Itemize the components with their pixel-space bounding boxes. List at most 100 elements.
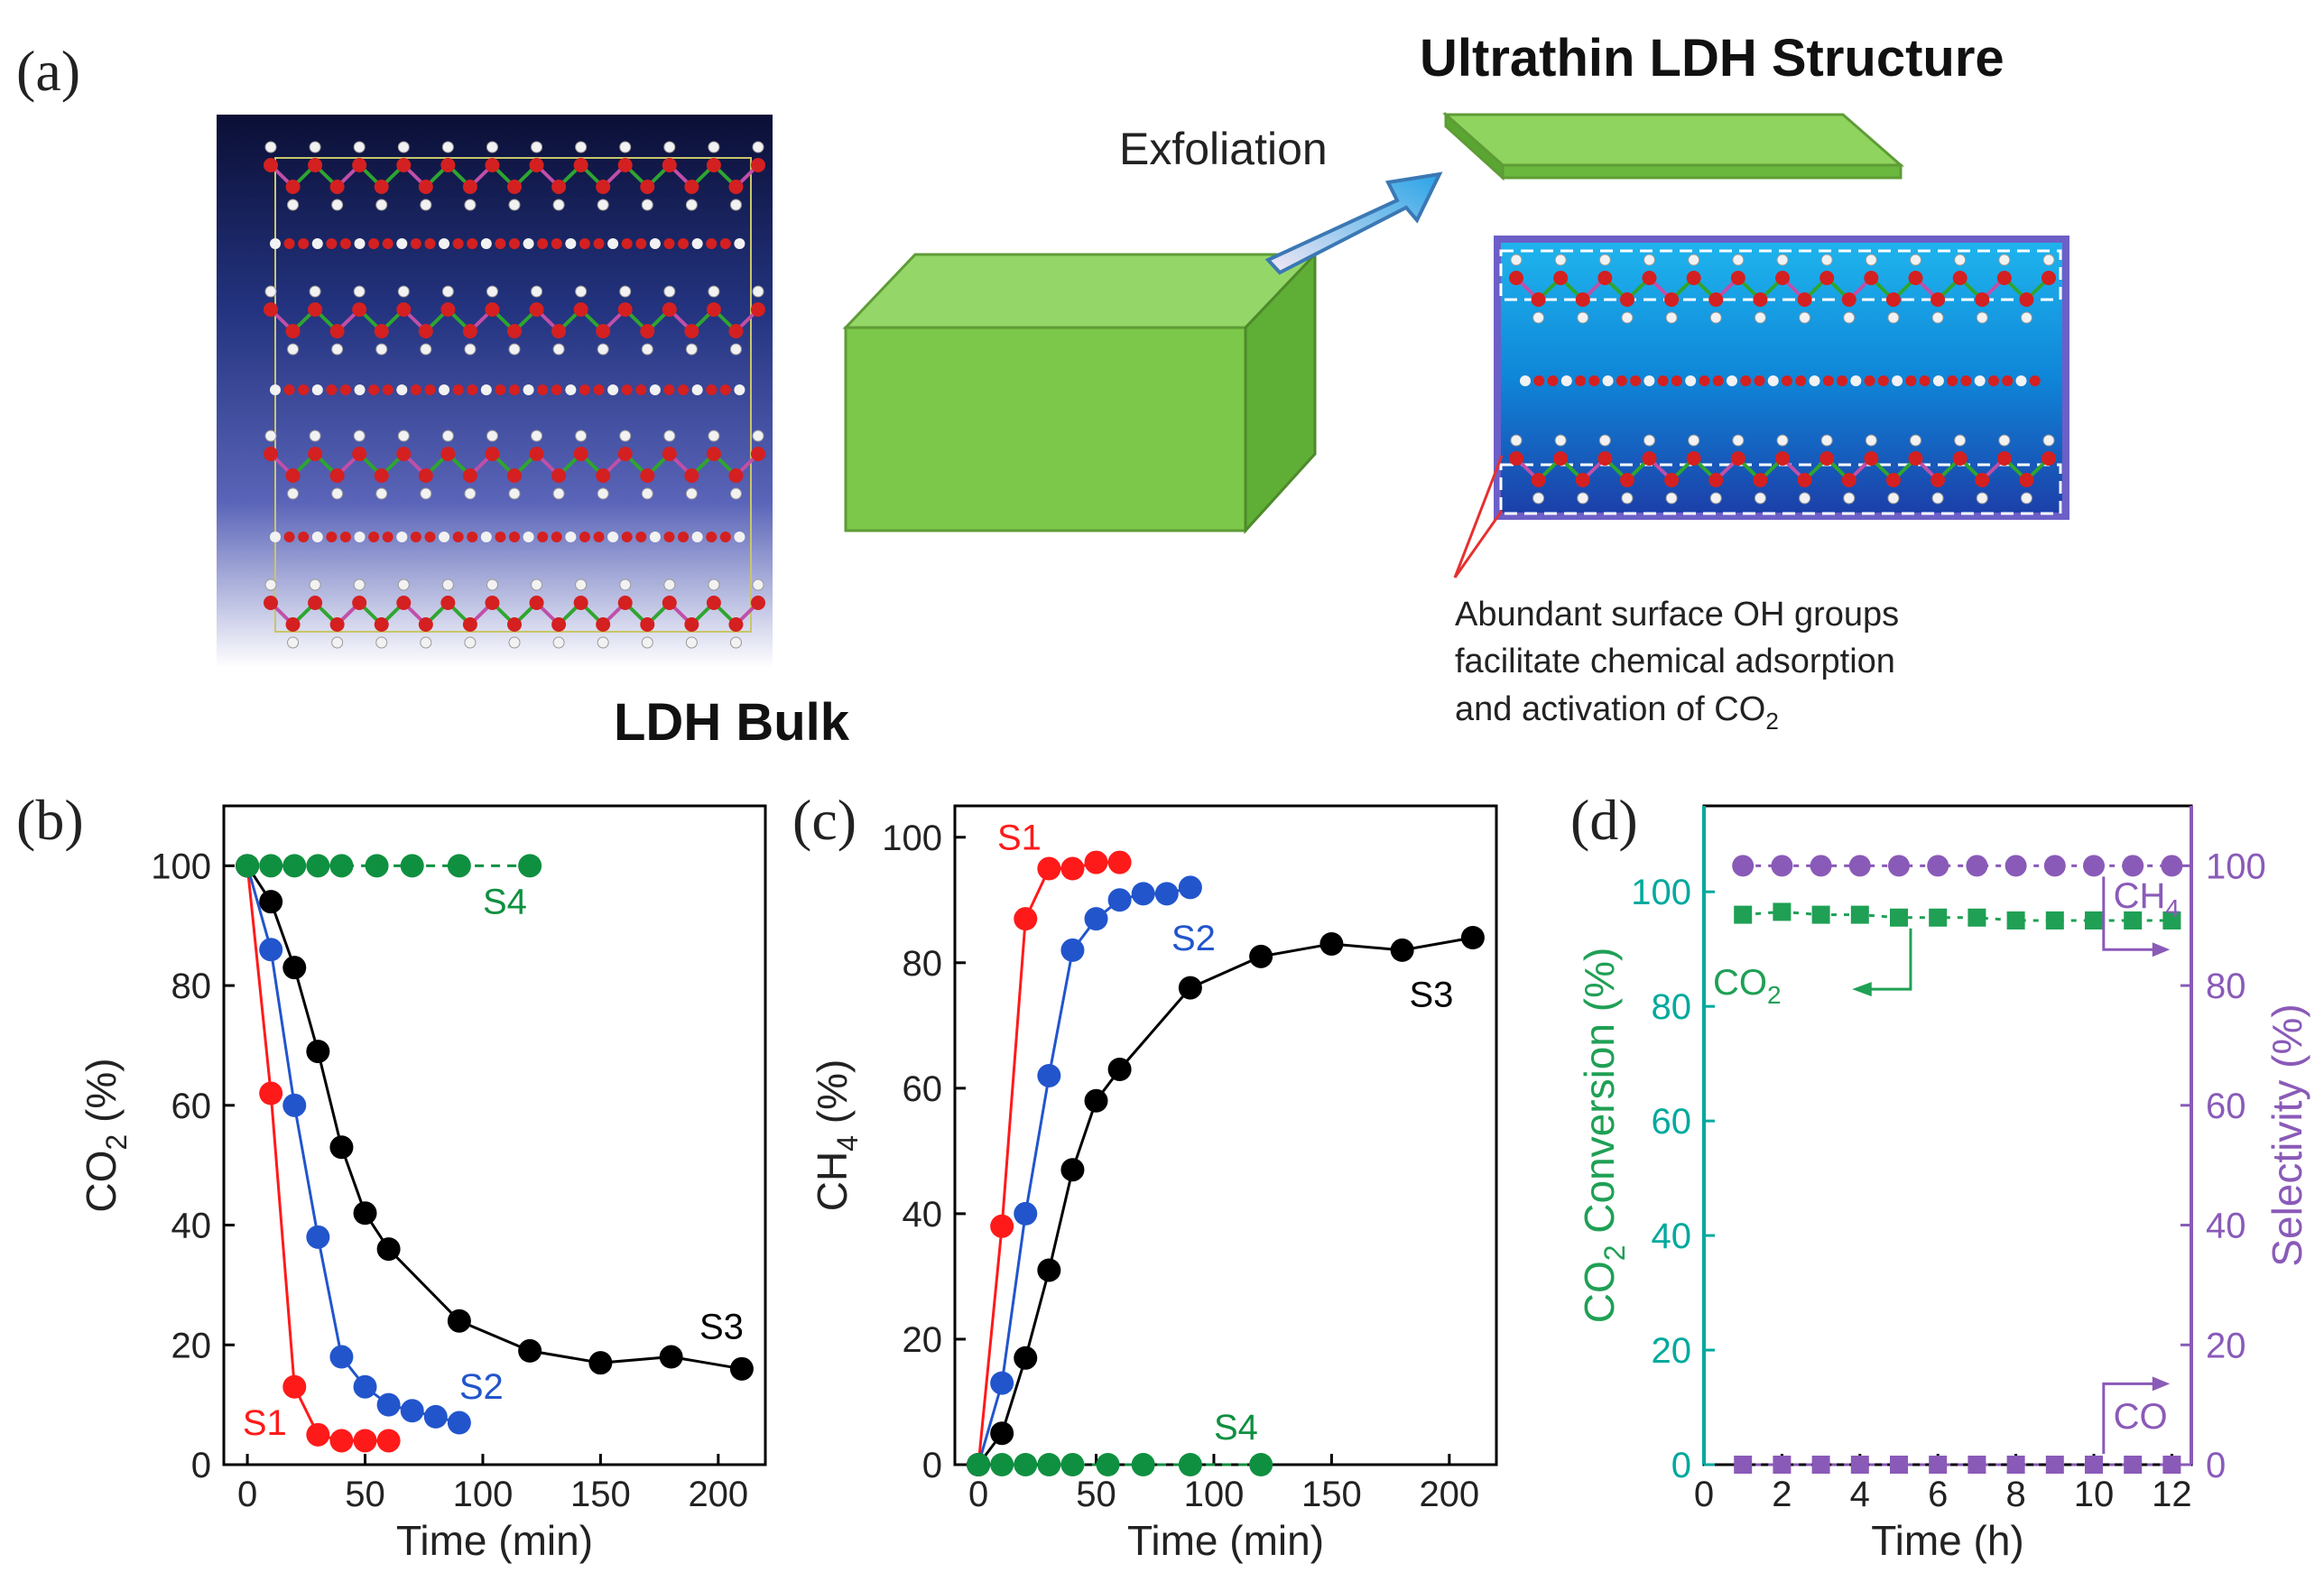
series-line-s3 bbox=[977, 936, 1474, 1466]
y-tick-label: 100 bbox=[882, 819, 942, 858]
interlayer-atom bbox=[1947, 375, 1958, 386]
interlayer-atom bbox=[1575, 375, 1587, 386]
data-point-s4 bbox=[236, 854, 260, 878]
oxygen-atom bbox=[1730, 271, 1745, 285]
interlayer-atom bbox=[2002, 375, 2014, 386]
data-point-s3 bbox=[1060, 1158, 1085, 1182]
interlayer-atom bbox=[649, 238, 661, 249]
left-y-axis-label-main: CO bbox=[1576, 1261, 1623, 1323]
chart-panel-c: (c) 0 50 100 150 200 Time (min) 0 20 40 60 80 100 CH4… bbox=[792, 788, 1498, 1564]
oxygen-atom bbox=[285, 324, 301, 338]
oxygen-atom bbox=[507, 324, 522, 338]
data-point-s1 bbox=[990, 1214, 1014, 1238]
hydrogen-atom bbox=[1598, 434, 1611, 447]
oxygen-atom bbox=[1908, 451, 1923, 466]
data-point-s4 bbox=[967, 1453, 991, 1476]
data-point-s3 bbox=[353, 1201, 377, 1226]
hydrogen-atom bbox=[353, 430, 366, 442]
data-point-s2 bbox=[447, 1411, 471, 1435]
interlayer-atom bbox=[1754, 375, 1765, 386]
data-point-s4 bbox=[1037, 1453, 1061, 1476]
hydrogen-atom bbox=[353, 578, 366, 591]
hydrogen-atom bbox=[552, 199, 565, 211]
interlayer-atom bbox=[1892, 375, 1903, 386]
interlayer-atom bbox=[298, 238, 310, 249]
thin-green-slab bbox=[1442, 111, 1904, 181]
hydrogen-atom bbox=[619, 285, 632, 298]
oxygen-atom bbox=[418, 180, 433, 194]
data-point-s3 bbox=[306, 1040, 330, 1064]
interlayer-atom bbox=[1699, 375, 1710, 386]
interlayer-atom bbox=[509, 384, 520, 395]
oxygen-atom bbox=[573, 158, 588, 172]
hydrogen-atom bbox=[575, 285, 588, 298]
hydrogen-atom bbox=[1887, 311, 1900, 324]
interlayer-atom bbox=[537, 532, 549, 542]
oxygen-atom bbox=[640, 617, 655, 632]
oxygen-atom bbox=[1775, 451, 1790, 466]
oxygen-atom bbox=[462, 617, 477, 632]
hydrogen-atom bbox=[619, 578, 632, 591]
data-point-s4 bbox=[329, 854, 354, 878]
oxygen-atom bbox=[640, 468, 655, 483]
oxygen-atom bbox=[1531, 292, 1546, 307]
interlayer-atom bbox=[354, 384, 366, 395]
x-tick-label: 100 bbox=[453, 1475, 514, 1514]
oxygen-atom bbox=[1509, 451, 1523, 466]
hydrogen-atom bbox=[1976, 492, 1988, 504]
x-tick-label: 4 bbox=[1850, 1475, 1870, 1514]
right-y-tick-label: 100 bbox=[2206, 846, 2266, 886]
hydrogen-atom bbox=[441, 141, 454, 153]
data-point-ch4 bbox=[2161, 855, 2183, 877]
interlayer-atom bbox=[311, 238, 323, 249]
interlayer-atom bbox=[1974, 375, 1986, 386]
left-y-tick-label: 80 bbox=[1652, 987, 1692, 1027]
interlayer-atom bbox=[326, 384, 338, 395]
data-point-co2 bbox=[1734, 905, 1753, 924]
interlayer-atom bbox=[719, 532, 731, 542]
x-tick-label: 0 bbox=[237, 1475, 257, 1514]
y-axis-label-tail: (%) bbox=[78, 1058, 125, 1133]
oxygen-atom bbox=[2019, 292, 2034, 307]
series-s2 bbox=[236, 854, 471, 1435]
chart-panel-b: (b) 0 50 100 150 200 Time (min) 0 20 40 60 80 100 CO2… bbox=[16, 788, 767, 1564]
interlayer-atom bbox=[607, 532, 619, 542]
hydrogen-atom bbox=[441, 578, 454, 591]
hydrogen-atom bbox=[375, 636, 388, 649]
hydrogen-atom bbox=[1754, 311, 1766, 324]
series-co bbox=[1734, 1456, 2181, 1474]
interlayer-atom bbox=[537, 384, 549, 395]
oxygen-atom bbox=[596, 180, 611, 194]
hydrogen-atom bbox=[353, 141, 366, 153]
interlayer-atom bbox=[1643, 375, 1655, 386]
interlayer-atom bbox=[467, 384, 478, 395]
hydrogen-atom bbox=[597, 343, 609, 356]
data-point-ch4 bbox=[1966, 855, 1988, 877]
series-ch4 bbox=[1732, 855, 2183, 877]
data-point-s2 bbox=[259, 938, 283, 962]
data-point-s1 bbox=[353, 1429, 377, 1453]
series-s1 bbox=[236, 854, 401, 1453]
hydrogen-atom bbox=[752, 141, 764, 153]
series-label-s3: S3 bbox=[699, 1308, 744, 1347]
data-point-co2 bbox=[2006, 911, 2025, 930]
hydrogen-atom bbox=[641, 343, 653, 356]
hydrogen-atom bbox=[309, 578, 321, 591]
right-y-tick-label: 0 bbox=[2206, 1446, 2226, 1485]
hydrogen-atom bbox=[441, 430, 454, 442]
interlayer-atom bbox=[635, 238, 647, 249]
interlayer-atom bbox=[424, 384, 436, 395]
hydrogen-atom bbox=[2020, 311, 2032, 324]
hydrogen-atom bbox=[552, 636, 565, 649]
interlayer-atom bbox=[283, 532, 295, 542]
data-point-s3 bbox=[259, 890, 283, 914]
hydrogen-atom bbox=[420, 487, 432, 500]
hydrogen-atom bbox=[2020, 492, 2032, 504]
oxygen-atom bbox=[1553, 271, 1569, 285]
hydrogen-atom bbox=[1554, 434, 1567, 447]
series-label-s1: S1 bbox=[243, 1403, 287, 1443]
data-point-s4 bbox=[306, 854, 330, 878]
hydrogen-atom bbox=[420, 343, 432, 356]
data-point-co2 bbox=[2045, 911, 2064, 930]
data-point-s3 bbox=[1249, 944, 1273, 968]
